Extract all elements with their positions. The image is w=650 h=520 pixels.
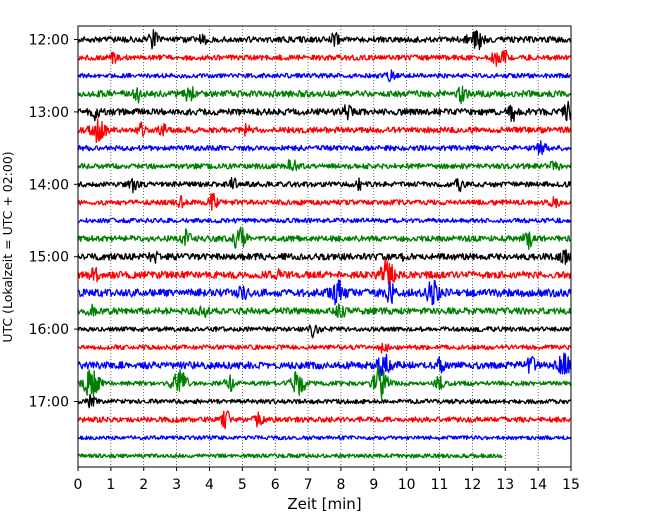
trace-1600 [77, 324, 572, 339]
trace-1545 [77, 303, 572, 319]
trace-1445 [77, 226, 572, 250]
trace-1215 [77, 49, 572, 67]
y-tick-label: 12:00 [29, 33, 69, 49]
trace-1430 [77, 217, 572, 224]
trace-1630 [77, 352, 572, 377]
trace-1245 [77, 85, 572, 105]
plot-frame [77, 25, 572, 468]
y-axis-label: UTC (Lokalzeit = UTC + 02:00) [0, 151, 15, 342]
x-tick-label: 7 [304, 477, 313, 493]
x-axis-label: Zeit [min] [287, 495, 361, 513]
x-tick-label: 0 [74, 477, 83, 493]
trace-1530 [77, 279, 572, 306]
trace-1730 [77, 435, 572, 441]
x-tick-label: 9 [369, 477, 378, 493]
trace-1615 [77, 342, 572, 354]
trace-1645 [77, 366, 572, 400]
x-tick-label: 1 [106, 477, 115, 493]
trace-1315 [77, 118, 572, 144]
x-tick-label: 11 [431, 477, 449, 493]
x-axis-ticks: 0 1 2 3 4 5 6 7 8 9 10 11 12 13 14 15 [74, 467, 580, 493]
x-tick-label: 5 [238, 477, 247, 493]
x-tick-label: 14 [529, 477, 547, 493]
trace-1745 [77, 453, 503, 459]
x-tick-label: 3 [172, 477, 181, 493]
trace-1700 [77, 393, 572, 409]
trace-1715 [77, 410, 572, 430]
y-axis-ticks: 12:00 13:00 14:00 15:00 16:00 17:00 [29, 33, 78, 411]
y-tick-label: 13:00 [29, 105, 69, 121]
trace-1300 [77, 100, 572, 123]
x-tick-label: 2 [139, 477, 148, 493]
trace-1345 [77, 159, 572, 172]
trace-1200 [77, 29, 572, 51]
trace-1230 [77, 69, 572, 83]
x-tick-label: 12 [463, 477, 481, 493]
x-tick-label: 6 [271, 477, 280, 493]
trace-1500 [77, 249, 572, 265]
seismic-traces [77, 29, 572, 459]
trace-1330 [77, 140, 572, 156]
x-tick-label: 10 [398, 477, 416, 493]
y-tick-label: 16:00 [29, 322, 69, 338]
trace-1515 [77, 258, 572, 286]
x-tick-label: 15 [562, 477, 580, 493]
x-tick-label: 4 [205, 477, 214, 493]
x-tick-label: 13 [496, 477, 514, 493]
x-tick-label: 8 [336, 477, 345, 493]
trace-1400 [77, 176, 572, 194]
y-tick-label: 17:00 [29, 395, 69, 411]
y-tick-label: 15:00 [29, 250, 69, 266]
trace-1415 [77, 192, 572, 211]
y-tick-label: 14:00 [29, 177, 69, 193]
